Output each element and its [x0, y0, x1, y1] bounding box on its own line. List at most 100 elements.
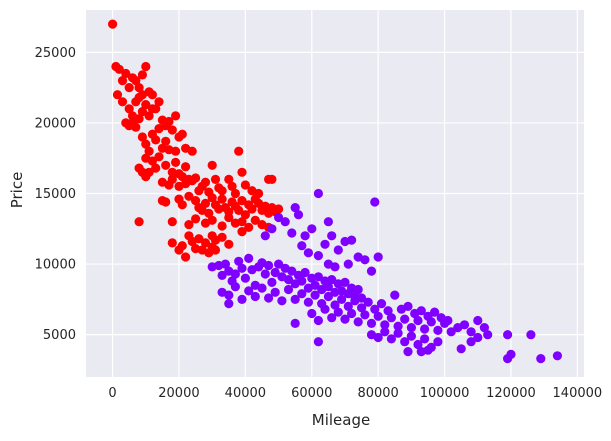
- data-point-purple: [446, 327, 456, 337]
- y-tick-labels: 5000 10000 15000 20000 25000: [35, 46, 76, 343]
- data-point-purple: [373, 332, 383, 343]
- data-point-red: [207, 215, 217, 225]
- data-point-red: [144, 111, 154, 121]
- data-point-purple: [357, 303, 367, 313]
- x-tick-label: 20000: [158, 386, 199, 401]
- data-point-purple: [536, 354, 546, 364]
- data-point-red: [141, 61, 151, 72]
- data-point-purple: [264, 293, 274, 303]
- data-point-purple: [506, 349, 516, 359]
- data-point-red: [234, 205, 244, 215]
- data-point-red: [240, 180, 250, 190]
- x-tick-label: 120000: [486, 386, 536, 401]
- data-point-purple: [376, 299, 387, 309]
- data-point-red: [147, 156, 157, 166]
- data-point-purple: [366, 318, 377, 328]
- data-point-purple: [330, 262, 340, 272]
- data-point-purple: [260, 269, 270, 279]
- data-point-red: [124, 83, 134, 93]
- data-point-purple: [350, 296, 360, 306]
- data-point-red: [194, 234, 204, 244]
- data-point-red: [117, 76, 128, 86]
- data-point-purple: [330, 300, 340, 310]
- data-point-purple: [370, 304, 380, 314]
- data-point-purple: [373, 252, 383, 262]
- data-point-purple: [283, 275, 294, 285]
- data-point-red: [151, 135, 161, 145]
- data-point-purple: [373, 311, 383, 321]
- data-point-purple: [297, 289, 307, 299]
- data-point-purple: [347, 308, 357, 319]
- data-point-red: [164, 116, 174, 127]
- data-point-red: [141, 172, 151, 182]
- data-point-purple: [380, 320, 390, 330]
- data-point-purple: [413, 315, 423, 326]
- data-point-red: [274, 204, 284, 214]
- data-point-red: [207, 193, 217, 203]
- data-point-purple: [393, 328, 403, 338]
- data-point-purple: [300, 231, 310, 241]
- data-point-purple: [383, 306, 393, 316]
- data-point-purple: [343, 259, 353, 269]
- data-point-purple: [403, 301, 413, 311]
- data-point-purple: [283, 284, 294, 295]
- data-point-purple: [370, 197, 380, 207]
- data-point-purple: [274, 212, 284, 223]
- data-point-purple: [327, 275, 337, 285]
- data-point-purple: [526, 330, 536, 340]
- data-point-purple: [297, 241, 307, 251]
- data-point-red: [200, 238, 211, 248]
- data-point-purple: [483, 330, 493, 340]
- data-point-purple: [277, 296, 287, 306]
- data-point-red: [134, 83, 144, 93]
- y-tick-label: 15000: [35, 187, 76, 202]
- data-point-purple: [343, 301, 353, 311]
- data-point-red: [267, 174, 277, 184]
- data-point-purple: [443, 315, 453, 326]
- data-point-red: [131, 122, 141, 132]
- data-point-purple: [313, 337, 323, 347]
- data-point-purple: [363, 297, 373, 307]
- data-point-red: [237, 196, 247, 206]
- data-point-red: [207, 160, 217, 170]
- data-point-purple: [459, 320, 470, 330]
- data-point-purple: [260, 231, 270, 241]
- data-point-purple: [403, 347, 413, 357]
- data-point-purple: [327, 313, 337, 323]
- y-axis-label: Price: [8, 172, 26, 209]
- data-point-purple: [280, 217, 290, 227]
- data-point-red: [200, 177, 211, 187]
- data-point-purple: [423, 311, 433, 321]
- data-point-red: [154, 152, 164, 162]
- data-point-purple: [217, 270, 227, 280]
- data-point-purple: [310, 280, 320, 290]
- data-point-red: [177, 200, 187, 210]
- data-point-purple: [430, 307, 440, 317]
- data-point-purple: [224, 299, 234, 309]
- data-point-red: [237, 227, 247, 237]
- data-point-red: [191, 196, 201, 206]
- data-point-purple: [473, 315, 483, 326]
- data-point-purple: [353, 284, 363, 295]
- data-point-red: [217, 186, 227, 196]
- data-point-red: [112, 90, 123, 100]
- data-point-red: [210, 245, 221, 255]
- data-point-red: [154, 124, 164, 134]
- data-point-purple: [466, 337, 476, 347]
- data-point-red: [247, 204, 257, 214]
- data-point-purple: [287, 228, 297, 238]
- data-point-purple: [386, 313, 396, 323]
- data-point-red: [171, 157, 181, 167]
- data-point-purple: [456, 344, 466, 354]
- data-point-purple: [303, 248, 313, 258]
- data-point-purple: [290, 294, 300, 304]
- data-point-purple: [552, 351, 563, 361]
- data-point-purple: [386, 334, 396, 344]
- data-point-purple: [237, 263, 247, 273]
- data-point-red: [224, 239, 234, 249]
- data-point-red: [141, 139, 151, 149]
- data-point-purple: [380, 327, 390, 337]
- data-point-red: [210, 174, 221, 184]
- data-point-purple: [503, 330, 513, 340]
